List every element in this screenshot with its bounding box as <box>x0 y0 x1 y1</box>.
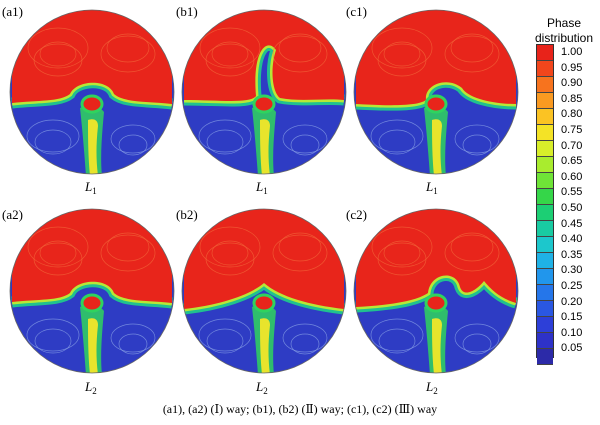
colorbar-tick-label: 0.05 <box>561 342 583 355</box>
colorbar-tick-label: 0.45 <box>561 217 583 230</box>
domain-boundary <box>9 9 175 175</box>
panel-c1 <box>352 8 520 176</box>
colorbar-swatch <box>537 93 553 109</box>
colorbar-swatch <box>537 109 553 125</box>
length-label-b1: L1 <box>256 179 268 197</box>
phase-plot-c1 <box>353 9 519 175</box>
colorbar-swatch <box>537 285 553 301</box>
colorbar-tick-label: 0.75 <box>561 124 583 136</box>
upper-phase-region <box>184 209 344 309</box>
colorbar-tick-label: 0.10 <box>561 326 583 339</box>
colorbar-swatch <box>537 189 553 205</box>
colorbar-tick-label: 0.95 <box>561 61 583 74</box>
colorbar-title: Phase distribution <box>528 16 600 46</box>
colorbar-tick-label: 0.25 <box>561 280 583 292</box>
upper-phase-region <box>184 10 344 101</box>
panel-label-b1: (b1) <box>176 4 198 19</box>
figure-caption: (a1), (a2) (Ⅰ) way; (b1), (b2) (Ⅱ) way; … <box>162 402 438 416</box>
phase-plot-a1 <box>9 9 175 175</box>
colorbar-tick-label: 0.90 <box>561 77 583 90</box>
panel-a1 <box>8 8 176 176</box>
colorbar-tick-label: 0.40 <box>561 233 583 246</box>
colorbar-swatch <box>537 45 553 61</box>
domain-boundary <box>9 208 175 374</box>
length-label-a1: L1 <box>85 179 97 197</box>
phase-plot-c2 <box>353 208 519 374</box>
colorbar-title-line2: distribution <box>534 31 594 45</box>
colorbar-swatch <box>537 173 553 189</box>
colorbar-tick-label: 1.00 <box>561 46 583 58</box>
panel-label-c1: (c1) <box>346 4 367 19</box>
panel-label-c2: (c2) <box>346 207 367 222</box>
phase-plot-b2 <box>181 208 347 374</box>
panel-label-b2: (b2) <box>176 207 198 222</box>
colorbar-tick-label: 0.65 <box>561 155 583 168</box>
colorbar-swatch <box>537 349 553 365</box>
colorbar-tick-label: 0.30 <box>561 264 583 277</box>
domain-boundary <box>353 208 519 374</box>
colorbar <box>536 44 554 365</box>
colorbar-tick-label: 0.60 <box>561 170 583 183</box>
upper-phase-region <box>356 10 516 106</box>
colorbar-tick-label: 0.85 <box>561 92 583 105</box>
colorbar-swatch <box>537 141 553 157</box>
colorbar-swatch <box>537 61 553 77</box>
upper-phase-region <box>12 209 172 303</box>
domain-boundary <box>181 208 347 374</box>
upper-phase-region <box>356 209 516 307</box>
colorbar-tick-label: 0.35 <box>561 248 583 261</box>
colorbar-tick-label: 0.50 <box>561 202 583 214</box>
colorbar-swatch <box>537 253 553 269</box>
colorbar-tick-label: 0.15 <box>561 311 583 324</box>
colorbar-swatch <box>537 157 553 173</box>
length-label-c2: L2 <box>426 379 438 397</box>
colorbar-title-line1: Phase <box>546 16 582 30</box>
panel-b2 <box>180 207 348 375</box>
colorbar-swatch <box>537 269 553 285</box>
domain-boundary <box>353 9 519 175</box>
length-label-b2: L2 <box>256 379 268 397</box>
colorbar-swatch <box>537 317 553 333</box>
colorbar-swatch <box>537 237 553 253</box>
colorbar-swatch <box>537 221 553 237</box>
panel-c2 <box>352 207 520 375</box>
length-label-c1: L1 <box>426 179 438 197</box>
colorbar-swatch <box>537 125 553 141</box>
phase-plot-b1 <box>181 9 347 175</box>
panel-label-a1: (a1) <box>2 4 23 19</box>
colorbar-swatch <box>537 301 553 317</box>
colorbar-tick-label: 0.80 <box>561 108 583 121</box>
panel-a2 <box>8 207 176 375</box>
phase-plot-a2 <box>9 208 175 374</box>
colorbar-swatch <box>537 205 553 221</box>
colorbar-tick-label: 0.70 <box>561 139 583 152</box>
panel-b1 <box>180 8 348 176</box>
colorbar-tick-label: 0.20 <box>561 295 583 308</box>
panel-label-a2: (a2) <box>2 207 23 222</box>
colorbar-swatch <box>537 333 553 349</box>
length-label-a2: L2 <box>85 379 97 397</box>
domain-boundary <box>181 9 347 175</box>
colorbar-swatch <box>537 77 553 93</box>
upper-phase-region <box>12 10 172 104</box>
colorbar-tick-label: 0.55 <box>561 186 583 199</box>
